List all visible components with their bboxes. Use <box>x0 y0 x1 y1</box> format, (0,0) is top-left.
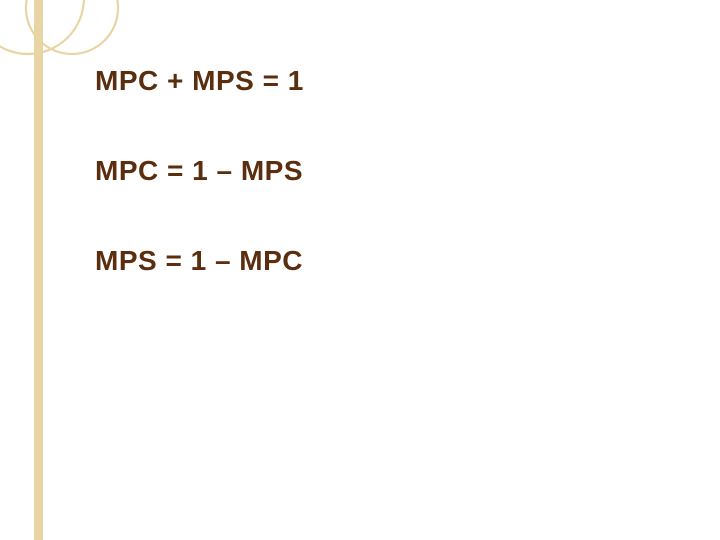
equation-line-1: MPC + MPS = 1 <box>95 65 680 97</box>
content-area: MPC + MPS = 1 MPC = 1 – MPS MPS = 1 – MP… <box>95 65 680 277</box>
equation-line-3: MPS = 1 – MPC <box>95 245 680 277</box>
equation-line-2: MPC = 1 – MPS <box>95 155 680 187</box>
